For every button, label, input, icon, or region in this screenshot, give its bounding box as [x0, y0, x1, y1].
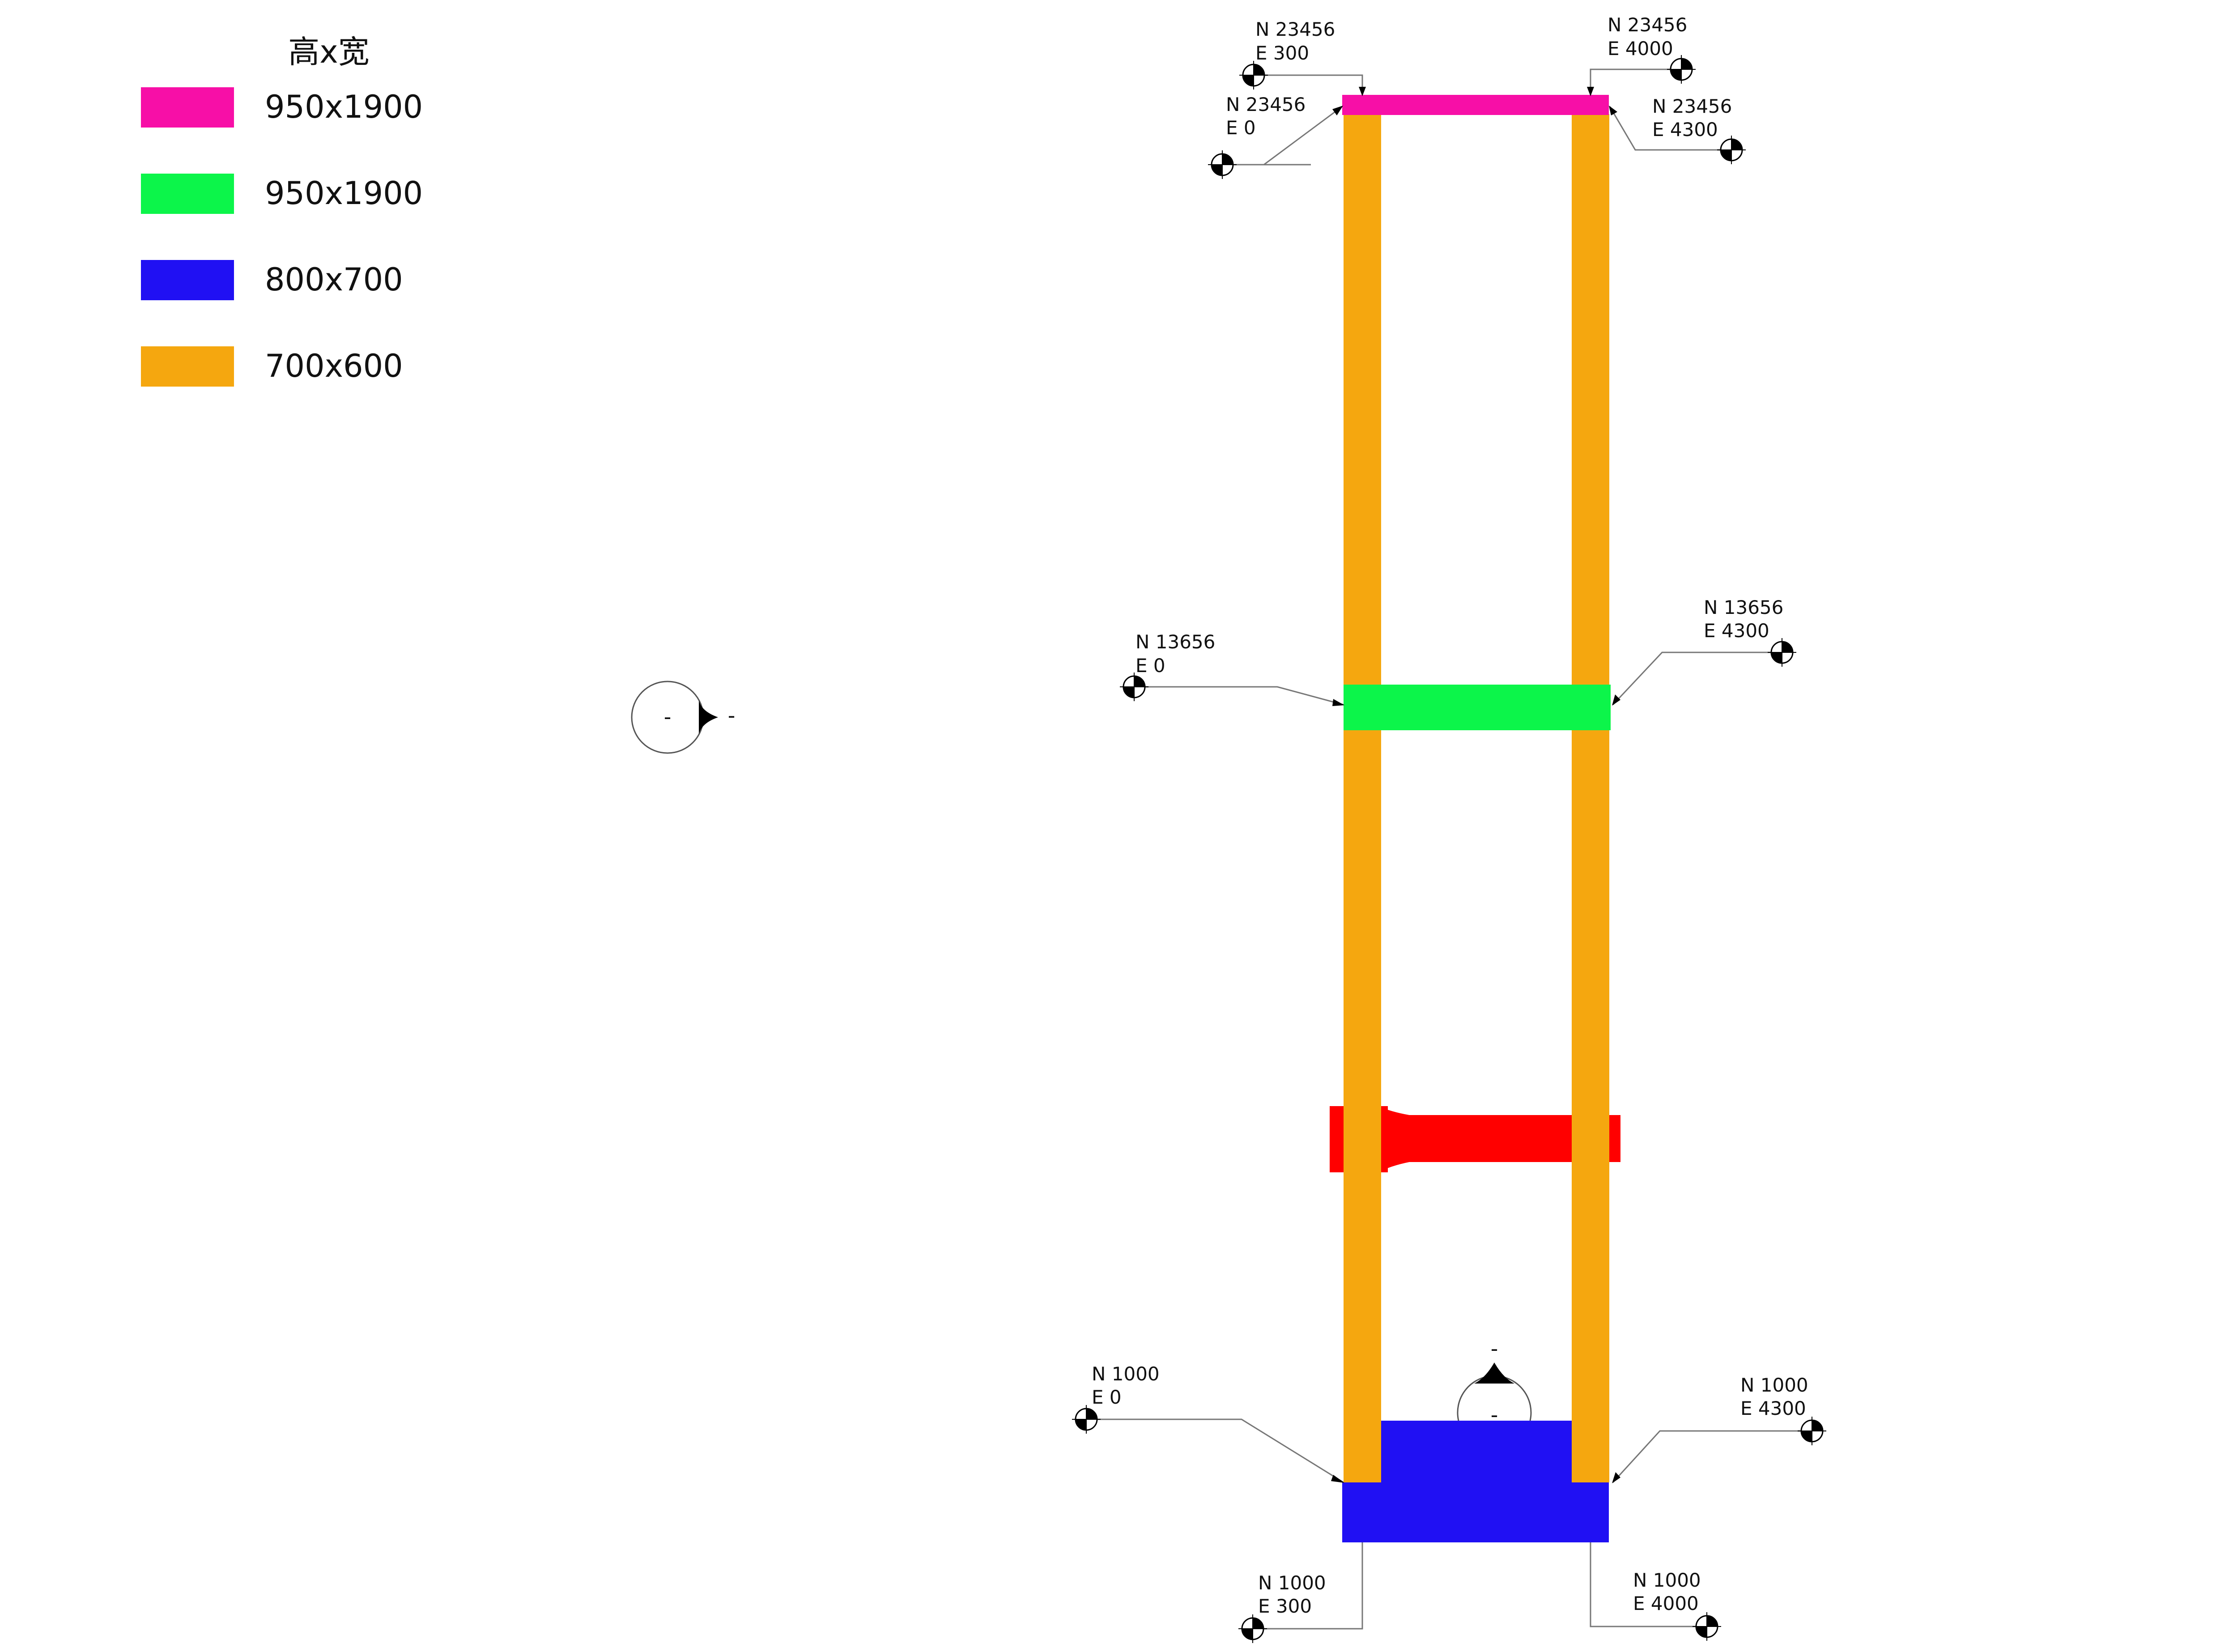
leader-line — [1590, 1542, 1707, 1627]
survey-target-icon — [1797, 1416, 1827, 1446]
frame — [1330, 95, 1620, 1542]
leader-arrow — [1331, 1475, 1344, 1483]
spot-coordinate: N 23456 E 300 — [1238, 18, 1366, 96]
coord-east: E 4000 — [1633, 1592, 1699, 1614]
leader-line — [1612, 1430, 1812, 1483]
section-mark-inner-label: - — [664, 705, 672, 729]
survey-target-icon — [1238, 1614, 1268, 1644]
section-mark-left: - - — [631, 681, 736, 754]
right-column — [1572, 114, 1609, 1482]
legend-swatch — [141, 346, 234, 387]
leader-line — [1134, 686, 1344, 706]
coord-north: N 1000 — [1740, 1374, 1808, 1396]
spot-coordinate: N 1000 E 4000 — [1590, 1542, 1722, 1642]
survey-target-icon — [1238, 60, 1269, 90]
coord-north: N 23456 — [1226, 94, 1306, 115]
legend: 高x宽 950x1900 950x1900 800x700 700x600 — [141, 34, 423, 387]
leader-arrow — [1332, 106, 1343, 115]
coord-east: E 4300 — [1704, 620, 1769, 642]
survey-target-icon — [1207, 149, 1238, 180]
leader-arrow — [1359, 87, 1366, 96]
leader-arrow — [1612, 1472, 1620, 1483]
leader-line — [1253, 1542, 1363, 1630]
legend-item: 700x600 — [141, 346, 403, 387]
survey-target-icon — [1119, 672, 1149, 702]
coord-north: N 13656 — [1136, 631, 1215, 653]
leader-line — [1590, 68, 1681, 95]
coord-east: E 4300 — [1652, 119, 1718, 141]
leader-arrow — [1332, 699, 1344, 706]
section-mark-bottom: - - — [1457, 1337, 1532, 1427]
transition-beam — [1378, 1106, 1620, 1172]
legend-item: 800x700 — [141, 260, 403, 300]
survey-target-icon — [1692, 1611, 1722, 1642]
coord-north: N 13656 — [1704, 596, 1783, 618]
leader-line — [1254, 74, 1363, 95]
coord-north: N 1000 — [1092, 1363, 1160, 1385]
spot-coordinate: N 1000 E 4300 — [1612, 1374, 1827, 1483]
legend-label: 950x1900 — [265, 89, 423, 125]
coord-east: E 4300 — [1740, 1397, 1806, 1419]
coord-east: E 0 — [1226, 117, 1256, 139]
section-arrow-icon — [699, 700, 718, 734]
legend-swatch — [141, 174, 234, 214]
spot-coordinate: N 1000 E 300 — [1238, 1542, 1363, 1644]
legend-item: 950x1900 — [141, 87, 423, 128]
coord-north: N 1000 — [1258, 1572, 1326, 1594]
legend-label: 800x700 — [265, 261, 403, 298]
survey-target-icon — [1716, 135, 1747, 165]
spot-coordinate: N 23456 E 4000 — [1587, 14, 1697, 96]
legend-item: 950x1900 — [141, 174, 423, 214]
spot-coordinate: N 13656 E 4300 — [1612, 596, 1797, 706]
coord-east: E 4000 — [1608, 38, 1673, 60]
spot-coordinate: N 23456 E 4300 — [1609, 95, 1747, 165]
survey-target-icon — [1071, 1404, 1101, 1435]
section-mark-outer-label: - — [728, 703, 736, 728]
legend-label: 700x600 — [265, 348, 403, 384]
coord-east: E 0 — [1136, 655, 1165, 677]
left-column — [1344, 114, 1381, 1482]
legend-swatch — [141, 260, 234, 300]
spot-coordinate: N 13656 E 0 — [1119, 631, 1344, 706]
legend-swatch — [141, 87, 234, 128]
spot-coordinate: N 1000 E 0 — [1071, 1363, 1344, 1483]
leader-line — [1609, 106, 1731, 151]
top-beam — [1342, 95, 1609, 115]
coord-north: N 23456 — [1255, 18, 1335, 40]
legend-label: 950x1900 — [265, 175, 423, 212]
leader-line — [1612, 651, 1782, 706]
leader-line — [1263, 106, 1343, 166]
section-arrow-icon — [1474, 1362, 1514, 1384]
section-mark-top-label: - — [1491, 1337, 1498, 1361]
legend-title: 高x宽 — [288, 34, 369, 70]
base-foundation — [1342, 1482, 1609, 1542]
coord-north: N 1000 — [1633, 1569, 1701, 1591]
leader-arrow — [1587, 87, 1594, 96]
leader-arrow — [1609, 106, 1617, 115]
coord-north: N 23456 — [1608, 14, 1687, 36]
spot-coordinate: N 23456 E 0 — [1207, 94, 1343, 180]
coord-east: E 300 — [1255, 42, 1309, 64]
mid-beam — [1344, 685, 1611, 730]
coord-north: N 23456 — [1652, 95, 1732, 117]
leader-line — [1086, 1418, 1344, 1483]
coord-east: E 300 — [1258, 1595, 1312, 1617]
leader-arrow — [1612, 694, 1620, 706]
section-mark-inner-label: - — [1491, 1403, 1498, 1427]
coord-east: E 0 — [1092, 1386, 1122, 1408]
survey-target-icon — [1767, 637, 1797, 668]
